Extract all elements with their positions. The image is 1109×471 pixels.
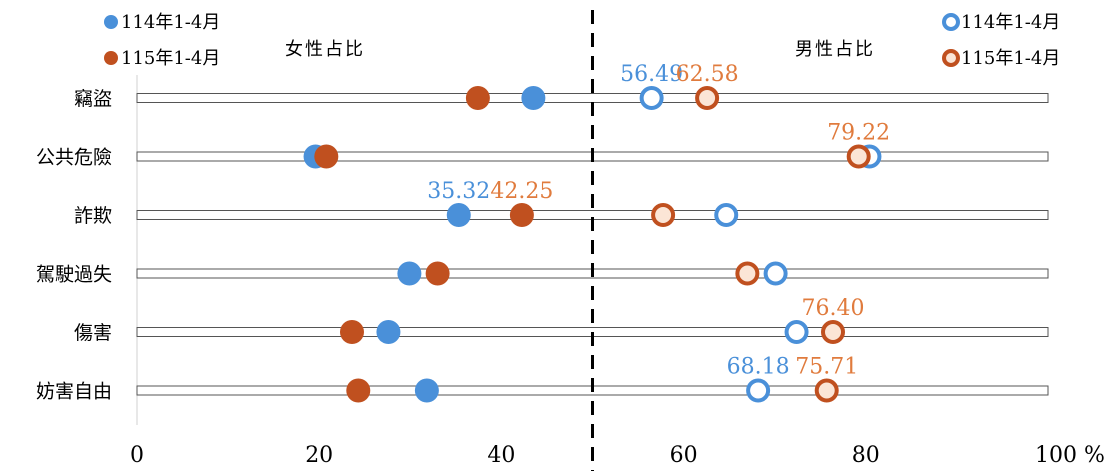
data-point: [651, 203, 676, 227]
data-value-label: 68.18: [727, 355, 790, 380]
category-label: 公共危險: [36, 147, 112, 169]
category-label: 妨害自由: [36, 381, 112, 403]
data-point: [397, 261, 422, 286]
x-tick-label: 40: [487, 443, 515, 468]
category-label: 詐欺: [74, 205, 112, 227]
x-tick-label: 100 %: [1035, 443, 1105, 468]
legend-left: 114年1-4月 115年1-4月: [104, 12, 220, 69]
data-value-label: 79.22: [827, 121, 890, 146]
data-value-label: 42.25: [490, 179, 553, 204]
data-point: [639, 86, 664, 110]
category-bar: [136, 93, 1049, 103]
x-tick-label: 60: [670, 443, 698, 468]
legend-label-hollow-115: 115年1-4月: [961, 48, 1060, 69]
data-point: [346, 378, 371, 403]
legend-marker-filled-115: [104, 51, 118, 65]
data-point: [821, 320, 846, 344]
data-point: [465, 86, 490, 110]
male-share-label: 男性占比: [795, 39, 875, 60]
data-point: [414, 378, 439, 403]
legend-label-filled-115: 115年1-4月: [121, 48, 220, 69]
x-tick-label: 20: [305, 443, 333, 468]
data-point: [376, 320, 401, 344]
data-points: [303, 86, 882, 403]
legend-marker-hollow-114: [942, 13, 960, 31]
data-value-label: 35.32: [427, 179, 490, 204]
data-point: [735, 261, 760, 286]
legend-label-hollow-114: 114年1-4月: [961, 12, 1060, 33]
x-axis-ticks: 0 20 40 60 80 100 %: [130, 443, 1105, 468]
data-point: [446, 203, 471, 227]
data-value-label: 56.49: [620, 62, 683, 87]
data-point: [784, 320, 809, 344]
data-point: [695, 86, 720, 110]
data-value-label: 62.58: [676, 62, 739, 87]
category-label: 傷害: [74, 322, 112, 344]
legend-right: 114年1-4月 115年1-4月: [942, 12, 1060, 69]
category-label: 竊盜: [74, 88, 112, 110]
data-point: [509, 203, 534, 227]
data-point: [846, 144, 871, 169]
data-point: [763, 261, 788, 286]
legend-marker-hollow-115: [942, 49, 960, 67]
data-point: [814, 378, 839, 403]
category-label: 駕駛過失: [36, 264, 112, 286]
data-point: [339, 320, 364, 344]
data-point: [314, 144, 339, 169]
x-tick-label: 80: [852, 443, 880, 468]
legend-label-filled-114: 114年1-4月: [121, 12, 220, 33]
female-share-label: 女性占比: [285, 39, 365, 60]
data-point: [521, 86, 546, 110]
data-point: [746, 378, 771, 403]
data-value-label: 76.40: [802, 296, 865, 321]
data-value-label: 75.71: [795, 355, 858, 380]
data-point: [714, 203, 739, 227]
x-tick-label: 0: [130, 443, 144, 468]
legend-marker-filled-114: [104, 15, 118, 29]
data-point: [425, 261, 450, 286]
